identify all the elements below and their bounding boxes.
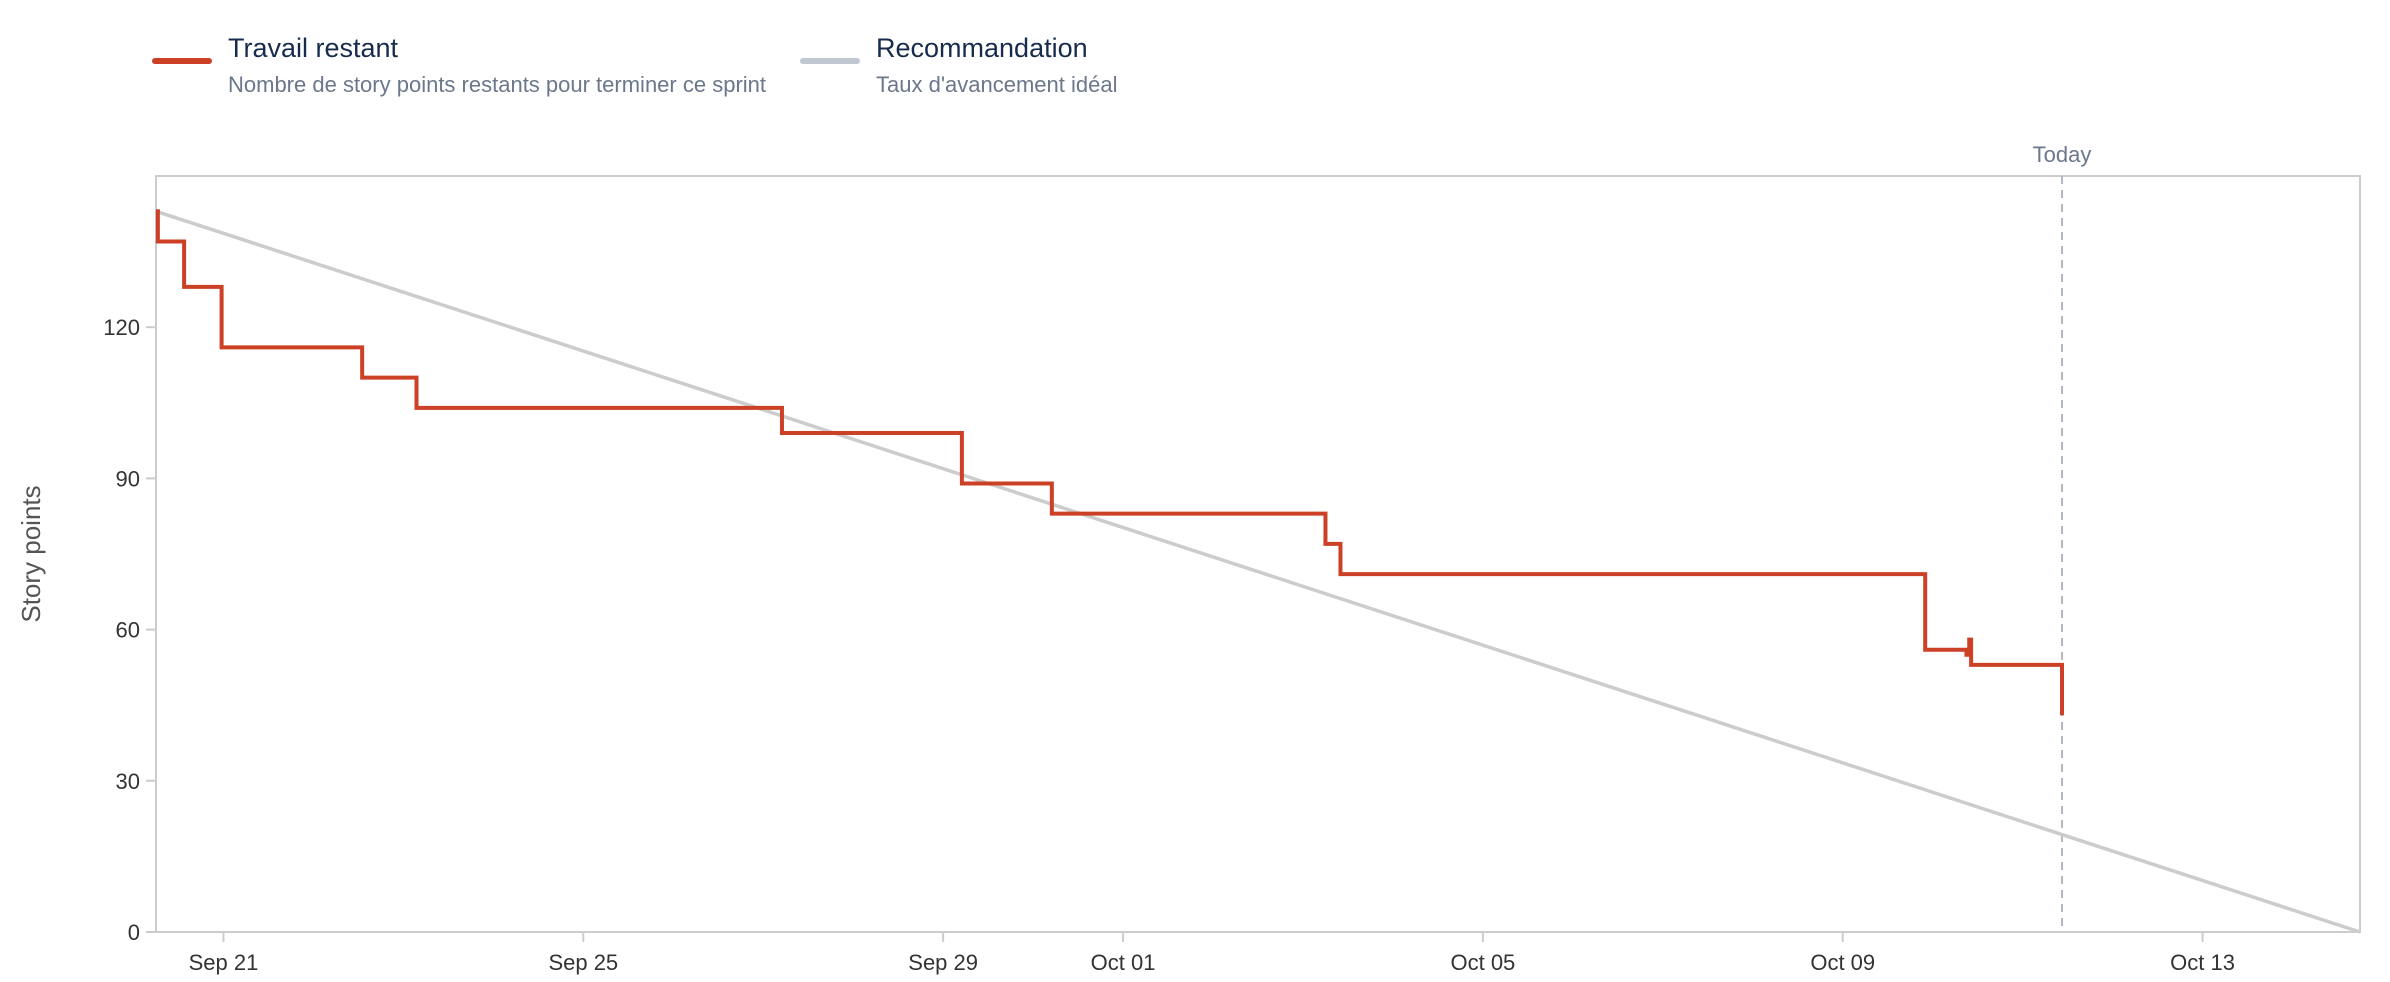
chart-legend: Travail restant Nombre de story points r… [152,28,1117,102]
x-tick-label: Sep 29 [908,950,978,975]
y-axis-title: Story points [16,485,46,622]
y-tick-label: 60 [116,618,140,643]
legend-description-remaining-work: Nombre de story points restants pour ter… [228,72,767,97]
legend-swatch-guideline [800,58,861,64]
x-axis: Sep 21 Sep 25 Sep 29 Oct 01 Oct 05 Oct 09 Oct … [189,932,2235,975]
x-tick-label: Oct 05 [1450,950,1515,975]
legend-item-remaining-work[interactable]: Travail restant Nombre de story points r… [152,28,766,102]
x-tick-label: Sep 25 [548,950,618,975]
remaining-work-line [155,209,2065,716]
y-tick-label: 30 [116,769,140,794]
y-tick-label: 0 [128,920,140,945]
y-tick-label: 90 [116,466,140,491]
x-tick-label: Oct 09 [1810,950,1875,975]
legend-title-guideline: Recommandation [876,33,1088,63]
guideline-line [155,209,2361,934]
plot-frame [155,175,2361,933]
legend-item-guideline[interactable]: Recommandation Taux d'avancement idéal [800,28,1117,102]
legend-description-guideline: Taux d'avancement idéal [876,72,1118,97]
x-tick-label: Oct 01 [1091,950,1156,975]
x-tick-label: Oct 13 [2170,950,2235,975]
x-tick-label: Sep 21 [189,950,259,975]
series-layer [155,209,2361,934]
legend-title-remaining-work: Travail restant [228,33,399,63]
today-marker: Today [2033,142,2092,932]
legend-swatch-remaining-work [152,58,212,64]
y-tick-label: 120 [103,315,140,340]
today-label: Today [2033,142,2092,167]
y-axis: 0 30 60 90 120 [103,315,156,945]
